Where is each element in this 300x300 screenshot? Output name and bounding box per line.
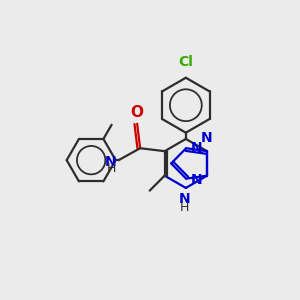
Text: N: N <box>190 173 202 187</box>
Text: O: O <box>130 105 143 120</box>
Text: H: H <box>107 162 116 175</box>
Text: N: N <box>190 141 202 155</box>
Text: H: H <box>180 201 189 214</box>
Text: Cl: Cl <box>178 56 193 69</box>
Text: N: N <box>201 130 213 145</box>
Text: N: N <box>105 154 116 169</box>
Text: N: N <box>178 192 190 206</box>
